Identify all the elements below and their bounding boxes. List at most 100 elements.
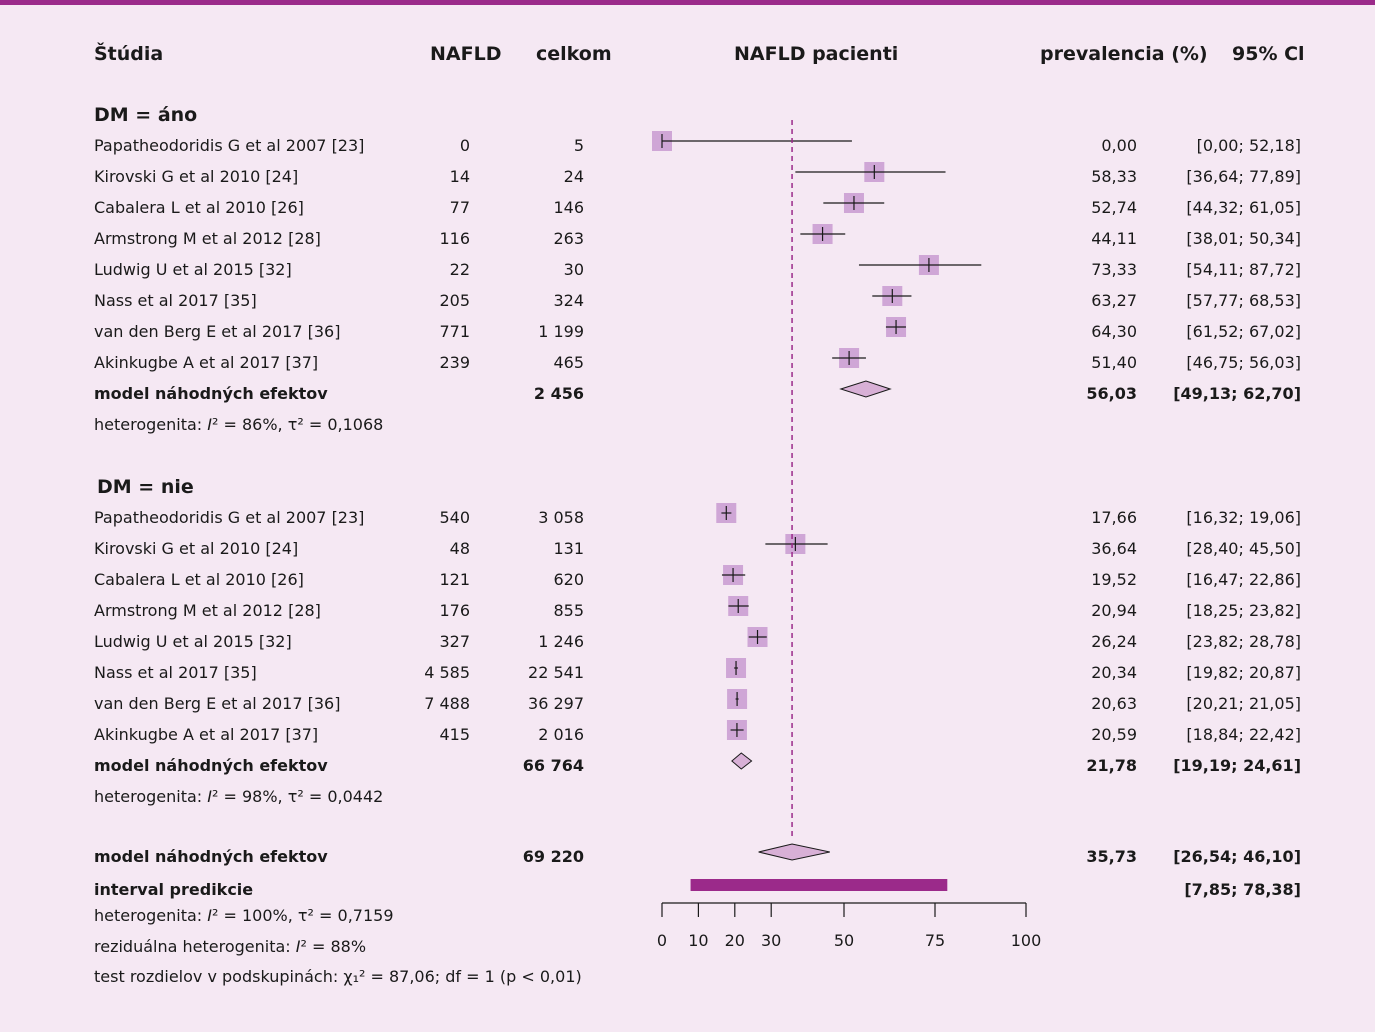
x-tick-label: 100 bbox=[1010, 931, 1042, 950]
study-prevalence: 63,27 bbox=[1091, 291, 1137, 310]
residual-heterogeneity: reziduálna heterogenita: I² = 88% bbox=[94, 937, 367, 956]
study-total: 24 bbox=[563, 167, 584, 186]
pooled-label: model náhodných efektov bbox=[94, 384, 328, 403]
study-events: 116 bbox=[439, 229, 470, 248]
pooled-prevalence: 56,03 bbox=[1086, 384, 1137, 403]
study-prevalence: 44,11 bbox=[1091, 229, 1137, 248]
study-prevalence: 20,34 bbox=[1091, 663, 1137, 682]
overall-prevalence: 35,73 bbox=[1086, 847, 1137, 866]
header-study: Štúdia bbox=[94, 43, 164, 65]
study-total: 324 bbox=[553, 291, 584, 310]
study-total: 2 016 bbox=[538, 725, 584, 744]
study-ci: [36,64; 77,89] bbox=[1186, 167, 1301, 186]
study-events: 77 bbox=[449, 198, 470, 217]
study-prevalence: 20,59 bbox=[1091, 725, 1137, 744]
subgroup-label: DM = áno bbox=[94, 104, 198, 126]
study-events: 48 bbox=[449, 539, 470, 558]
study-name: Akinkugbe A et al 2017 [37] bbox=[94, 725, 319, 744]
study-ci: [0,00; 52,18] bbox=[1196, 136, 1301, 155]
study-prevalence: 20,63 bbox=[1091, 694, 1137, 713]
x-tick-label: 0 bbox=[656, 931, 668, 950]
prediction-bar bbox=[690, 879, 948, 891]
study-total: 36 297 bbox=[528, 694, 584, 713]
overall-ci: [26,54; 46,10] bbox=[1173, 847, 1301, 866]
study-prevalence: 36,64 bbox=[1091, 539, 1137, 558]
header-ci: 95% Cl bbox=[1232, 43, 1305, 65]
pooled-ci: [49,13; 62,70] bbox=[1173, 384, 1301, 403]
study-total: 131 bbox=[553, 539, 584, 558]
study-total: 30 bbox=[563, 260, 584, 279]
study-events: 121 bbox=[439, 570, 470, 589]
study-total: 263 bbox=[553, 229, 584, 248]
study-ci: [57,77; 68,53] bbox=[1186, 291, 1301, 310]
study-name: Armstrong M et al 2012 [28] bbox=[94, 601, 321, 620]
study-total: 855 bbox=[553, 601, 584, 620]
header-total: celkom bbox=[536, 43, 612, 65]
study-ci: [44,32; 61,05] bbox=[1186, 198, 1301, 217]
study-name: Ludwig U et al 2015 [32] bbox=[94, 260, 292, 279]
study-events: 4 585 bbox=[424, 663, 470, 682]
study-prevalence: 52,74 bbox=[1091, 198, 1137, 217]
study-ci: [23,82; 28,78] bbox=[1186, 632, 1301, 651]
study-prevalence: 20,94 bbox=[1091, 601, 1137, 620]
study-name: Ludwig U et al 2015 [32] bbox=[94, 632, 292, 651]
study-prevalence: 51,40 bbox=[1091, 353, 1137, 372]
study-name: Papatheodoridis G et al 2007 [23] bbox=[94, 136, 365, 155]
study-name: Kirovski G et al 2010 [24] bbox=[94, 539, 299, 558]
study-total: 146 bbox=[553, 198, 584, 217]
pooled-ci: [19,19; 24,61] bbox=[1173, 756, 1301, 775]
study-name: Nass et al 2017 [35] bbox=[94, 291, 257, 310]
study-ci: [46,75; 56,03] bbox=[1186, 353, 1301, 372]
study-events: 771 bbox=[439, 322, 470, 341]
study-ci: [18,84; 22,42] bbox=[1186, 725, 1301, 744]
study-prevalence: 64,30 bbox=[1091, 322, 1137, 341]
study-prevalence: 26,24 bbox=[1091, 632, 1137, 651]
study-prevalence: 19,52 bbox=[1091, 570, 1137, 589]
study-total: 22 541 bbox=[528, 663, 584, 682]
pooled-label: model náhodných efektov bbox=[94, 756, 328, 775]
study-events: 7 488 bbox=[424, 694, 470, 713]
study-total: 465 bbox=[553, 353, 584, 372]
study-name: Armstrong M et al 2012 [28] bbox=[94, 229, 321, 248]
study-ci: [61,52; 67,02] bbox=[1186, 322, 1301, 341]
study-name: Nass et al 2017 [35] bbox=[94, 663, 257, 682]
study-ci: [18,25; 23,82] bbox=[1186, 601, 1301, 620]
study-events: 540 bbox=[439, 508, 470, 527]
prediction-ci: [7,85; 78,38] bbox=[1184, 880, 1301, 899]
study-ci: [19,82; 20,87] bbox=[1186, 663, 1301, 682]
study-prevalence: 73,33 bbox=[1091, 260, 1137, 279]
overall-total: 69 220 bbox=[522, 847, 584, 866]
overall-label: model náhodných efektov bbox=[94, 847, 328, 866]
study-total: 3 058 bbox=[538, 508, 584, 527]
pooled-diamond bbox=[731, 752, 753, 770]
study-events: 22 bbox=[449, 260, 470, 279]
study-events: 205 bbox=[439, 291, 470, 310]
study-ci: [16,32; 19,06] bbox=[1186, 508, 1301, 527]
x-tick-label: 30 bbox=[761, 931, 782, 950]
pooled-total: 2 456 bbox=[533, 384, 584, 403]
study-events: 239 bbox=[439, 353, 470, 372]
pooled-diamond bbox=[839, 380, 892, 398]
study-events: 327 bbox=[439, 632, 470, 651]
pooled-prevalence: 21,78 bbox=[1086, 756, 1137, 775]
study-events: 14 bbox=[449, 167, 470, 186]
study-ci: [38,01; 50,34] bbox=[1186, 229, 1301, 248]
overall-heterogeneity: heterogenita: I² = 100%, τ² = 0,7159 bbox=[94, 906, 394, 925]
study-name: Cabalera L et al 2010 [26] bbox=[94, 570, 304, 589]
overall-diamond bbox=[758, 843, 830, 861]
x-tick-label: 75 bbox=[924, 931, 946, 950]
study-ci: [16,47; 22,86] bbox=[1186, 570, 1301, 589]
header-plot: NAFLD pacienti bbox=[734, 43, 899, 65]
study-events: 176 bbox=[439, 601, 470, 620]
header-nafld: NAFLD bbox=[430, 43, 502, 65]
pooled-total: 66 764 bbox=[522, 756, 584, 775]
study-total: 1 199 bbox=[538, 322, 584, 341]
study-prevalence: 58,33 bbox=[1091, 167, 1137, 186]
study-ci: [28,40; 45,50] bbox=[1186, 539, 1301, 558]
prediction-label: interval predikcie bbox=[94, 880, 254, 899]
study-events: 0 bbox=[459, 136, 470, 155]
study-prevalence: 17,66 bbox=[1091, 508, 1137, 527]
study-name: Kirovski G et al 2010 [24] bbox=[94, 167, 299, 186]
